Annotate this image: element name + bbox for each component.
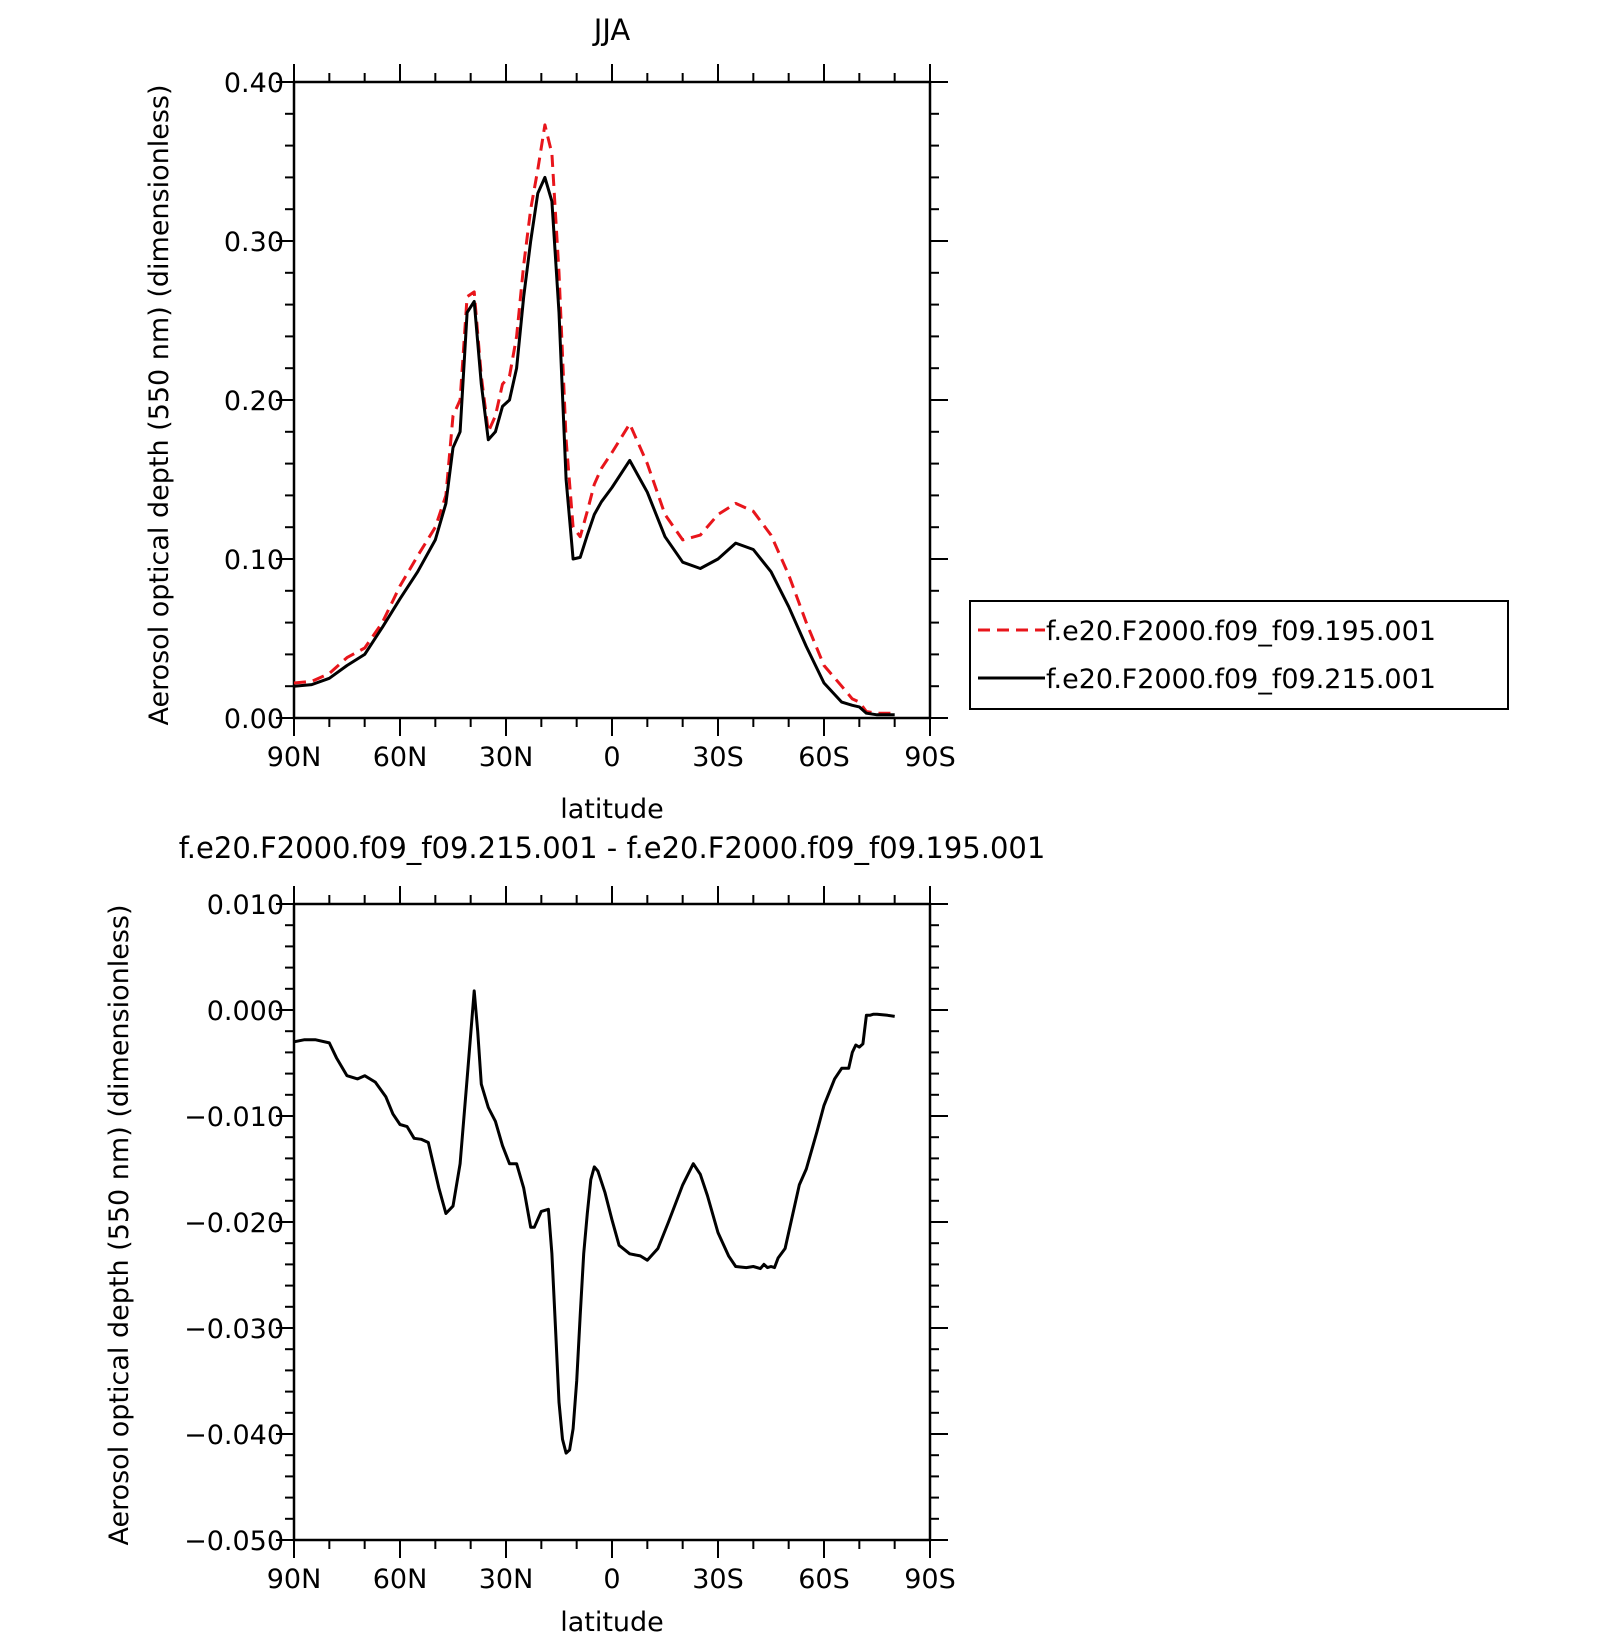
x-tick-label: 30N (479, 1564, 534, 1595)
x-tick-label: 90S (904, 742, 956, 773)
top-plot-frame (292, 80, 932, 720)
x-tick-label: 30N (479, 742, 534, 773)
x-tick-label: 0 (603, 1564, 620, 1595)
y-tick-label: 0.40 (224, 68, 284, 99)
bottom-ticks (276, 886, 948, 1558)
top-tick-labels: 0.00 0.10 0.20 0.30 0.40 90N 60N 30N 0 30S 60S 90S (224, 68, 956, 773)
y-tick-label: −0.030 (184, 1314, 284, 1345)
x-tick-label: 60N (373, 1564, 428, 1595)
legend: f.e20.F2000.f09_f09.195.001 f.e20.F2000.… (969, 600, 1509, 710)
y-tick-label: 0.000 (207, 996, 284, 1027)
y-tick-label: 0.30 (224, 227, 284, 258)
bottom-chart-title: f.e20.F2000.f09_f09.215.001 - f.e20.F200… (179, 831, 1046, 865)
y-tick-label: 0.20 (224, 386, 284, 417)
x-tick-label: 30S (692, 1564, 744, 1595)
legend-box (969, 600, 1509, 710)
top-series-line-1 (293, 123, 895, 715)
y-tick-label: −0.020 (184, 1208, 284, 1239)
x-tick-label: 60S (798, 1564, 850, 1595)
bottom-tick-labels: −0.050 −0.040 −0.030 −0.020 −0.010 0.000 0.010… (184, 890, 956, 1595)
y-tick-label: −0.050 (184, 1526, 284, 1557)
bottom-x-axis-label: latitude (560, 1607, 664, 1638)
legend-label-series-1: f.e20.F2000.f09_f09.195.001 (1046, 616, 1436, 647)
legend-label-series-2: f.e20.F2000.f09_f09.215.001 (1046, 664, 1436, 695)
top-x-axis-label: latitude (560, 794, 664, 825)
x-tick-label: 0 (603, 742, 620, 773)
bottom-series-lines (293, 989, 895, 1455)
top-series-line-2 (293, 175, 895, 717)
top-ticks (276, 64, 948, 736)
y-tick-label: 0.00 (224, 704, 284, 735)
top-y-axis-label: Aerosol optical depth (550 nm) (dimensio… (144, 84, 175, 725)
top-panel: JJA Aerosol optical depth (550 nm) (dime… (144, 13, 1509, 825)
top-chart-title: JJA (592, 13, 631, 47)
bottom-series-line-1 (293, 989, 895, 1455)
x-tick-label: 90S (904, 1564, 956, 1595)
top-series-lines (293, 123, 895, 717)
x-tick-label: 60S (798, 742, 850, 773)
y-tick-label: −0.040 (184, 1420, 284, 1451)
bottom-y-axis-label: Aerosol optical depth (550 nm) (dimensio… (104, 904, 135, 1545)
x-tick-label: 60N (373, 742, 428, 773)
y-tick-label: −0.010 (184, 1102, 284, 1133)
x-tick-label: 90N (267, 742, 322, 773)
y-tick-label: 0.10 (224, 545, 284, 576)
x-tick-label: 30S (692, 742, 744, 773)
y-tick-label: 0.010 (207, 890, 284, 921)
bottom-panel: f.e20.F2000.f09_f09.215.001 - f.e20.F200… (104, 831, 1045, 1638)
x-tick-label: 90N (267, 1564, 322, 1595)
